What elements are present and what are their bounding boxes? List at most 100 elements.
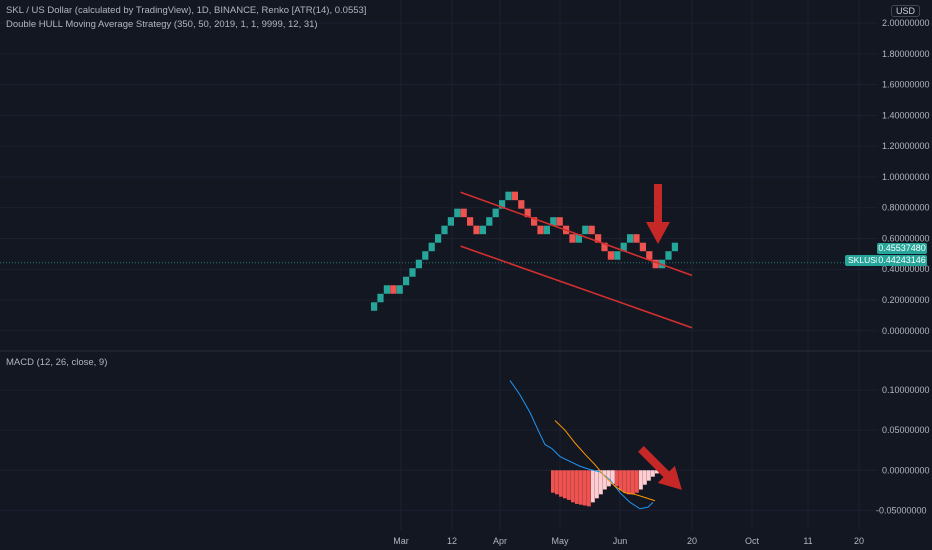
macd-panel bbox=[509, 380, 659, 510]
macd-histogram-bar bbox=[575, 470, 579, 504]
macd-histogram-bar bbox=[635, 470, 639, 493]
currency-badge[interactable]: USD bbox=[891, 5, 921, 17]
renko-brick bbox=[428, 242, 435, 252]
renko-brick bbox=[550, 217, 557, 226]
renko-brick bbox=[524, 208, 531, 218]
renko-brick bbox=[460, 208, 467, 218]
symbol-tag: SKLUSD bbox=[845, 255, 886, 266]
x-tick-label: 11 bbox=[803, 536, 812, 546]
y-tick-label: 2.00000000 bbox=[882, 18, 930, 28]
x-tick-label: 20 bbox=[854, 536, 864, 546]
renko-brick bbox=[479, 225, 486, 235]
renko-brick bbox=[454, 208, 461, 218]
macd-y-tick-label: -0.05000000 bbox=[876, 505, 927, 515]
y-tick-label: 1.80000000 bbox=[882, 49, 930, 59]
macd-histogram-bar bbox=[639, 470, 643, 490]
down-arrow-head bbox=[646, 222, 670, 244]
renko-brick bbox=[620, 242, 627, 252]
price-tag-upper: 0.45537480 bbox=[877, 243, 927, 254]
macd-histogram-bar bbox=[595, 470, 599, 499]
macd-line bbox=[509, 380, 654, 510]
macd-histogram-bar bbox=[619, 470, 623, 491]
renko-brick bbox=[409, 268, 416, 277]
y-tick-label: 1.40000000 bbox=[882, 110, 930, 120]
macd-legend[interactable]: MACD (12, 26, close, 9) bbox=[6, 357, 108, 368]
y-tick-label: 0.00000000 bbox=[882, 326, 930, 336]
macd-histogram-bar bbox=[567, 470, 571, 500]
macd-y-tick-label: 0.00000000 bbox=[882, 465, 930, 475]
renko-brick bbox=[633, 234, 640, 243]
trend-channel bbox=[460, 191, 693, 329]
macd-y-tick-label: 0.05000000 bbox=[882, 425, 930, 435]
annotation-arrows bbox=[638, 184, 682, 490]
renko-brick bbox=[467, 217, 474, 226]
renko-brick bbox=[422, 251, 429, 260]
macd-histogram-bar bbox=[655, 470, 659, 474]
renko-brick bbox=[614, 251, 621, 260]
renko-brick bbox=[396, 285, 403, 294]
upper-trendline bbox=[460, 191, 693, 277]
y-tick-label: 1.20000000 bbox=[882, 141, 930, 151]
macd-histogram-bar bbox=[651, 470, 655, 477]
y-tick-label: 0.80000000 bbox=[882, 203, 930, 213]
renko-brick bbox=[518, 200, 525, 209]
macd-histogram-bar bbox=[591, 470, 595, 503]
down-arrow-shaft bbox=[654, 184, 662, 222]
renko-brick bbox=[511, 191, 518, 201]
grid bbox=[0, 0, 878, 530]
renko-brick bbox=[543, 225, 550, 235]
macd-histogram-bar bbox=[587, 470, 591, 507]
y-tick-label: 0.60000000 bbox=[882, 233, 930, 243]
x-tick-label: May bbox=[551, 536, 569, 546]
macd-histogram-bar bbox=[607, 470, 611, 487]
signal-line bbox=[554, 420, 656, 502]
renko-brick bbox=[447, 217, 454, 226]
diagonal-arrow-shaft bbox=[638, 446, 671, 479]
renko-brick bbox=[473, 225, 480, 235]
x-tick-label: Mar bbox=[393, 536, 409, 546]
renko-brick bbox=[569, 234, 576, 243]
renko-brick bbox=[531, 217, 538, 226]
macd-histogram-bar bbox=[647, 470, 651, 481]
x-tick-label: Oct bbox=[745, 536, 760, 546]
renko-brick bbox=[371, 302, 378, 311]
strategy-legend[interactable]: Double HULL Moving Average Strategy (350… bbox=[6, 19, 318, 30]
macd-histogram-bar bbox=[579, 470, 583, 505]
y-tick-label: 0.20000000 bbox=[882, 295, 930, 305]
renko-brick bbox=[415, 259, 422, 269]
renko-brick bbox=[652, 259, 659, 269]
macd-histogram-bar bbox=[571, 470, 575, 503]
macd-y-tick-label: 0.10000000 bbox=[882, 385, 930, 395]
renko-brick bbox=[505, 191, 512, 201]
renko-brick bbox=[492, 208, 499, 218]
lower-trendline bbox=[460, 245, 693, 329]
renko-brick bbox=[537, 225, 544, 235]
renko-brick bbox=[390, 285, 397, 294]
renko-brick bbox=[441, 225, 448, 235]
x-tick-label: 20 bbox=[687, 536, 697, 546]
macd-histogram-bar bbox=[623, 470, 627, 493]
axes: Mar 12 Apr May Jun 20 Oct 11 20 2.00000000 1.80000… bbox=[0, 18, 932, 546]
macd-histogram-bar bbox=[583, 470, 587, 506]
renko-brick bbox=[582, 225, 589, 235]
renko-brick bbox=[486, 217, 493, 226]
y-tick-label: 0.40000000 bbox=[882, 264, 930, 274]
renko-brick bbox=[575, 234, 582, 243]
macd-histogram-bar bbox=[631, 470, 635, 495]
macd-histogram-bar bbox=[643, 470, 647, 485]
y-tick-label: 1.00000000 bbox=[882, 172, 930, 182]
macd-histogram-bar bbox=[563, 470, 567, 499]
renko-brick bbox=[627, 234, 634, 243]
renko-brick bbox=[499, 200, 506, 209]
renko-brick bbox=[671, 242, 678, 252]
renko-brick bbox=[383, 285, 390, 294]
macd-histogram-bar bbox=[551, 470, 555, 493]
macd-histogram-bar bbox=[611, 470, 615, 484]
macd-histogram-bar bbox=[603, 470, 607, 490]
x-tick-label: Apr bbox=[493, 536, 507, 546]
renko-brick bbox=[665, 251, 672, 260]
y-tick-label: 1.60000000 bbox=[882, 80, 930, 90]
diagonal-arrow bbox=[638, 446, 682, 490]
renko-brick bbox=[639, 242, 646, 252]
